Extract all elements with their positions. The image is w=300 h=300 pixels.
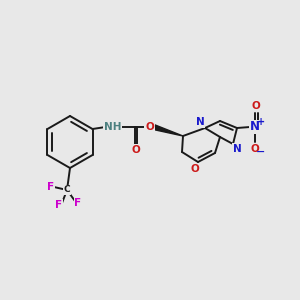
- Text: F: F: [47, 182, 55, 192]
- Text: O: O: [190, 164, 200, 174]
- Text: F: F: [56, 200, 63, 210]
- Polygon shape: [153, 124, 183, 136]
- Text: O: O: [252, 101, 260, 111]
- Text: N: N: [232, 144, 242, 154]
- Text: F: F: [74, 198, 82, 208]
- Text: NH: NH: [104, 122, 121, 132]
- Text: O: O: [131, 145, 140, 155]
- Text: O: O: [145, 122, 154, 132]
- Text: +: +: [257, 117, 265, 127]
- Text: N: N: [196, 117, 204, 127]
- Text: N: N: [250, 121, 260, 134]
- Text: C: C: [64, 185, 70, 194]
- Text: −: −: [256, 147, 266, 157]
- Text: O: O: [250, 144, 260, 154]
